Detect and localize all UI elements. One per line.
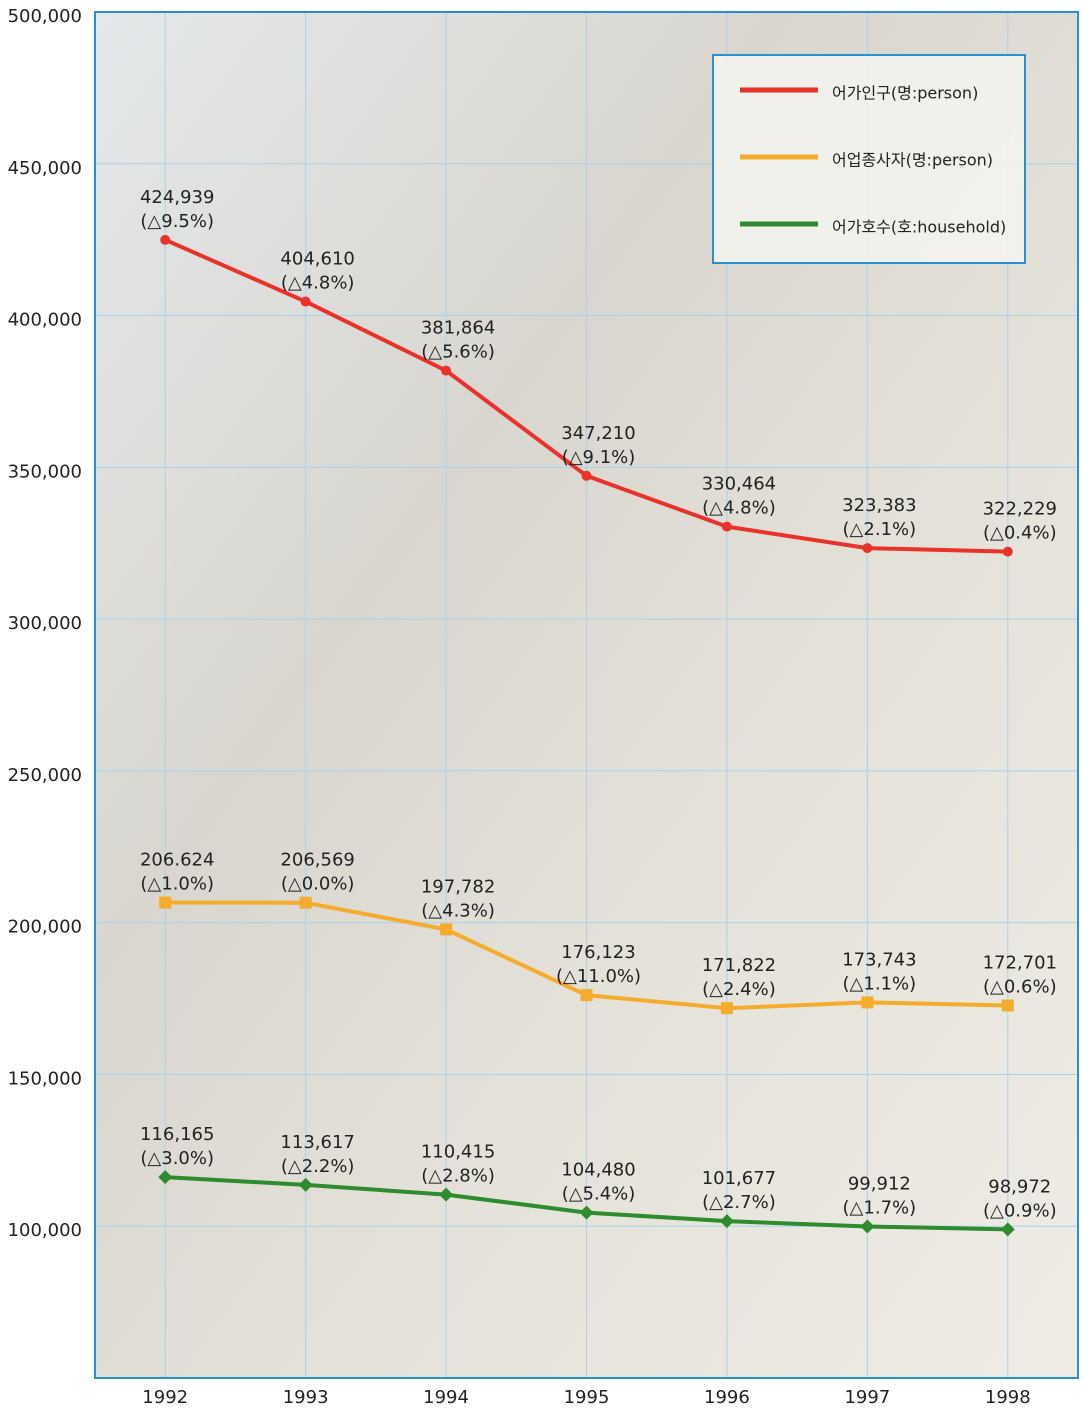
change-label: (△5.4%) bbox=[562, 1184, 636, 1205]
marker bbox=[579, 1205, 594, 1220]
value-label: 98,972 bbox=[988, 1176, 1051, 1197]
marker bbox=[862, 543, 873, 554]
change-label: (△2.7%) bbox=[702, 1192, 776, 1213]
marker bbox=[580, 989, 593, 1002]
legend-label: 어업종사자(명:person) bbox=[832, 151, 993, 170]
value-label: 347,210 bbox=[561, 423, 635, 444]
legend-label: 어가호수(호:household) bbox=[832, 218, 1006, 237]
x-tick-label: 1994 bbox=[423, 1387, 469, 1408]
x-tick-label: 1996 bbox=[704, 1387, 750, 1408]
marker bbox=[1001, 999, 1014, 1012]
change-label: (△1.7%) bbox=[843, 1197, 917, 1218]
marker bbox=[1000, 1222, 1015, 1237]
x-tick-label: 1993 bbox=[283, 1387, 329, 1408]
value-label: 323,383 bbox=[842, 495, 916, 516]
change-label: (△4.3%) bbox=[421, 900, 495, 921]
y-tick-label: 200,000 bbox=[8, 917, 82, 938]
value-label: 206,569 bbox=[280, 850, 354, 871]
marker bbox=[720, 1002, 733, 1015]
change-label: (△2.2%) bbox=[281, 1156, 355, 1177]
y-tick-label: 400,000 bbox=[8, 310, 82, 331]
value-label: 322,229 bbox=[983, 499, 1057, 520]
change-label: (△2.1%) bbox=[843, 519, 917, 540]
change-label: (△1.0%) bbox=[140, 874, 214, 895]
change-label: (△4.8%) bbox=[702, 498, 776, 519]
change-label: (△4.8%) bbox=[281, 273, 355, 294]
change-label: (△5.6%) bbox=[421, 342, 495, 363]
change-label: (△2.8%) bbox=[421, 1166, 495, 1187]
value-label: 404,610 bbox=[280, 249, 354, 270]
plot-border bbox=[94, 11, 1079, 1379]
change-label: (△3.0%) bbox=[140, 1148, 214, 1169]
x-tick-label: 1998 bbox=[985, 1387, 1031, 1408]
change-label: (△1.1%) bbox=[843, 973, 917, 994]
x-tick-label: 1992 bbox=[142, 1387, 188, 1408]
value-label: 104,480 bbox=[561, 1160, 635, 1181]
change-label: (△2.4%) bbox=[702, 979, 776, 1000]
change-label: (△0.6%) bbox=[983, 977, 1057, 998]
marker bbox=[160, 234, 171, 245]
y-tick-label: 250,000 bbox=[8, 765, 82, 786]
marker bbox=[721, 521, 732, 532]
value-label: 330,464 bbox=[702, 474, 776, 495]
x-tick-label: 1995 bbox=[564, 1387, 610, 1408]
legend: 어가인구(명:person) 어업종사자(명:person) 어가호수(호:hous… bbox=[740, 84, 1006, 237]
marker bbox=[159, 896, 172, 909]
marker bbox=[158, 1170, 173, 1185]
marker bbox=[860, 1219, 875, 1234]
value-label: 206.624 bbox=[140, 850, 214, 871]
marker bbox=[719, 1214, 734, 1229]
change-label: (△0.9%) bbox=[983, 1200, 1057, 1221]
y-tick-label: 500,000 bbox=[8, 6, 82, 27]
marker bbox=[300, 296, 311, 307]
value-label: 172,701 bbox=[983, 953, 1057, 974]
marker bbox=[440, 923, 453, 936]
y-tick-label: 150,000 bbox=[8, 1068, 82, 1089]
value-label: 101,677 bbox=[702, 1168, 776, 1189]
value-label: 99,912 bbox=[848, 1173, 911, 1194]
y-tick-label: 100,000 bbox=[8, 1220, 82, 1241]
value-label: 113,617 bbox=[280, 1132, 354, 1153]
change-label: (△9.1%) bbox=[562, 447, 636, 468]
value-label: 110,415 bbox=[421, 1142, 495, 1163]
change-label: (△0.4%) bbox=[983, 523, 1057, 544]
change-label: (△0.0%) bbox=[281, 874, 355, 895]
y-tick-label: 450,000 bbox=[8, 158, 82, 179]
marker bbox=[1002, 546, 1013, 557]
marker bbox=[581, 470, 592, 481]
value-label: 424,939 bbox=[140, 187, 214, 208]
value-label: 171,822 bbox=[702, 955, 776, 976]
marks: 424,939 (△9.5%) 404,610 (△4.8%) 381,864 (△5.6… bbox=[140, 187, 1057, 1237]
value-label: 197,782 bbox=[421, 876, 495, 897]
value-label: 116,165 bbox=[140, 1124, 214, 1145]
marker bbox=[439, 1187, 454, 1202]
marker bbox=[298, 1177, 313, 1192]
marker bbox=[861, 996, 874, 1009]
value-label: 381,864 bbox=[421, 318, 495, 339]
change-label: (△9.5%) bbox=[140, 211, 214, 232]
value-label: 176,123 bbox=[561, 942, 635, 963]
x-tick-label: 1997 bbox=[844, 1387, 890, 1408]
marker bbox=[299, 896, 312, 909]
legend-label: 어가인구(명:person) bbox=[832, 84, 978, 103]
y-tick-label: 300,000 bbox=[8, 613, 82, 634]
change-label: (△11.0%) bbox=[556, 966, 641, 987]
y-tick-label: 350,000 bbox=[8, 461, 82, 482]
marker bbox=[441, 365, 452, 376]
value-label: 173,743 bbox=[842, 949, 916, 970]
